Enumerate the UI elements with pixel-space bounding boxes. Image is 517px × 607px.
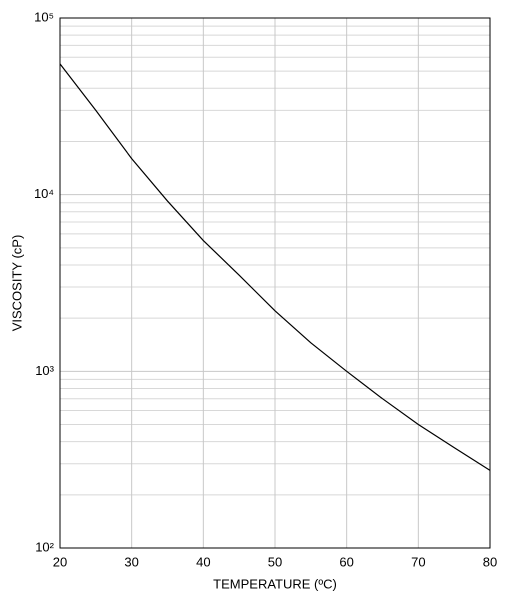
x-tick-label: 30: [124, 554, 138, 569]
plot-frame: [59, 17, 491, 549]
y-axis-label: VISCOSITY (cP): [9, 235, 24, 332]
x-axis-label: TEMPERATURE (ºC): [213, 576, 337, 591]
x-tick-label: 70: [411, 554, 425, 569]
x-tick-label: 50: [268, 554, 282, 569]
y-tick-label: 10⁵: [34, 9, 54, 24]
line-series: [59, 63, 491, 471]
y-tick-label: 10²: [35, 539, 54, 554]
y-tick-label: 10³: [35, 363, 54, 378]
x-tick-label: 20: [53, 554, 67, 569]
x-tick-label: 60: [339, 554, 353, 569]
x-tick-label: 40: [196, 554, 210, 569]
y-tick-label: 10⁴: [34, 186, 54, 201]
x-tick-label: 80: [483, 554, 497, 569]
